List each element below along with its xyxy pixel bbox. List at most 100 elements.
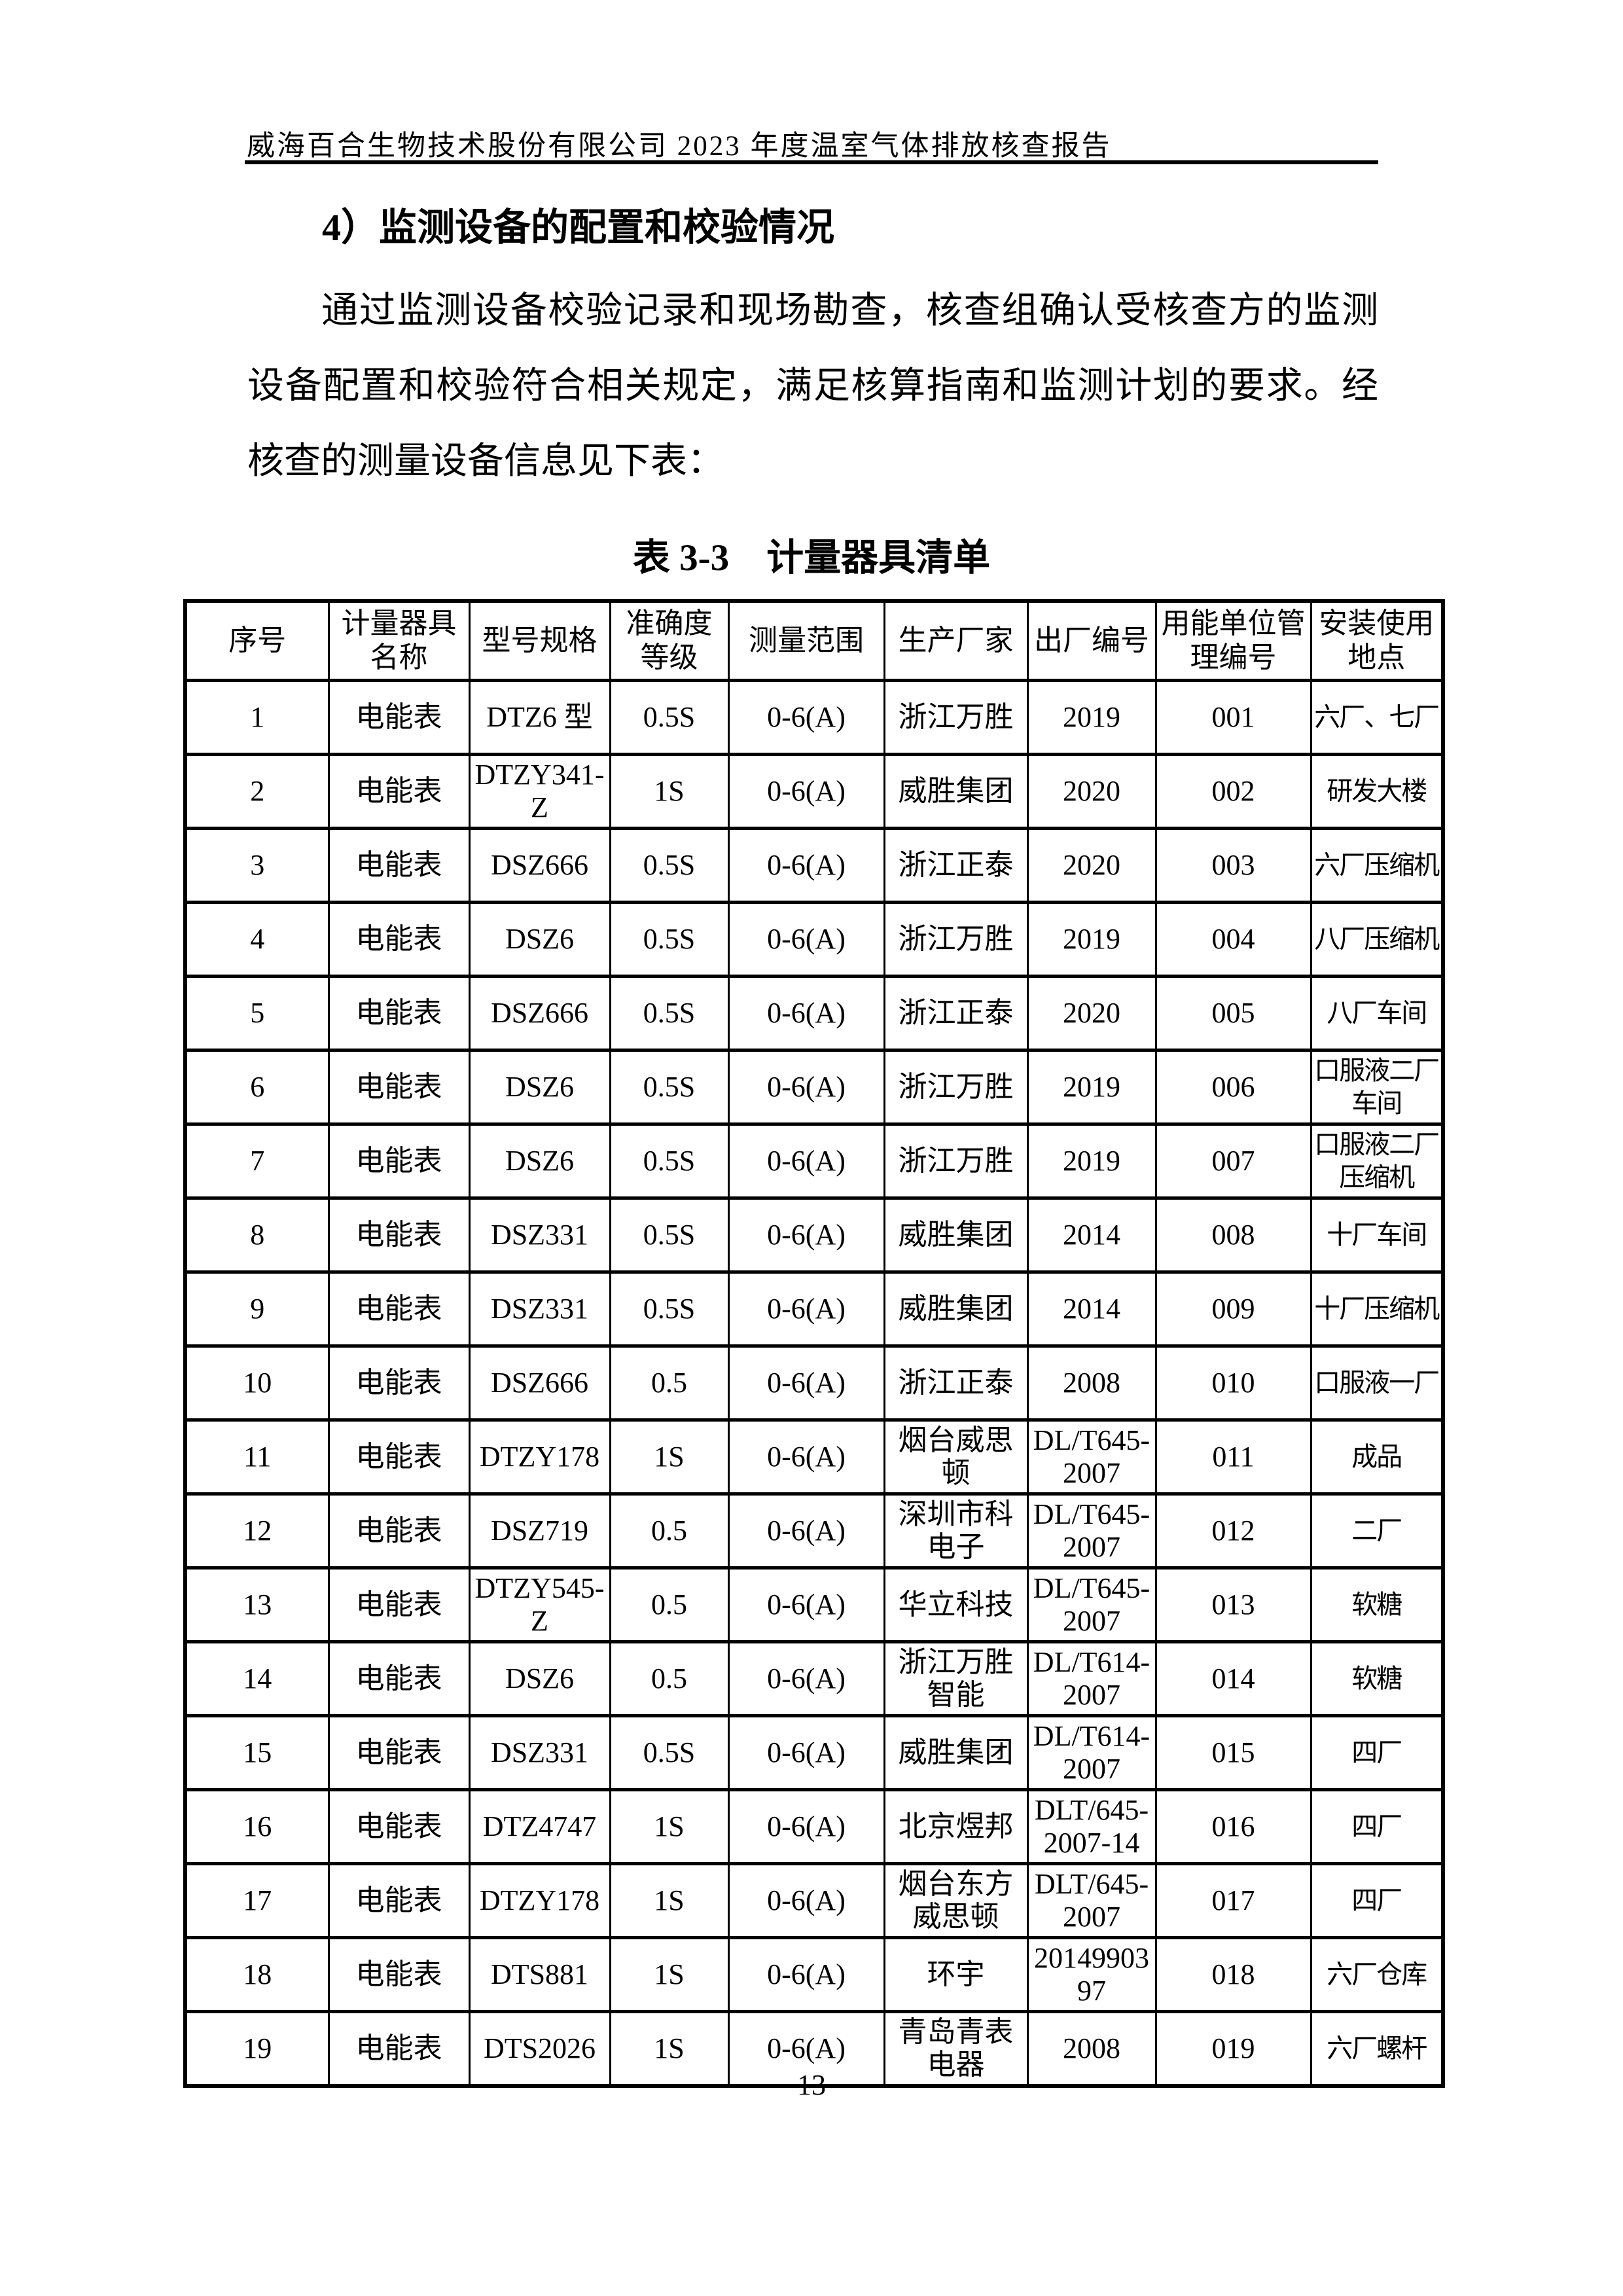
table-cell: 电能表: [327, 1640, 471, 1717]
table-cell: 005: [1154, 975, 1312, 1052]
table-cell: 青岛青表电器: [883, 2010, 1029, 2088]
column-header-factory-no: 出厂编号: [1026, 599, 1157, 682]
table-cell: 二厂: [1310, 1492, 1444, 1570]
table-cell: 电能表: [327, 975, 471, 1052]
table-cell: 威胜集团: [883, 753, 1029, 830]
table-cell: 1S: [609, 2010, 730, 2088]
table-cell: 电能表: [327, 901, 471, 978]
meter-table: 序号 计量器具名称 型号规格 准确度等级 测量范围 生产厂家 出厂编号 用能单位…: [183, 599, 1445, 2088]
table-cell: 八厂压缩机: [1310, 901, 1444, 978]
table-cell: 003: [1154, 827, 1312, 904]
table-cell: DTZY545-Z: [468, 1566, 611, 1643]
table-cell: 十厂车间: [1310, 1196, 1444, 1274]
table-cell: 环宇: [883, 1936, 1029, 2013]
table-cell: 六厂压缩机: [1310, 827, 1444, 904]
page-number: 13: [797, 2069, 826, 2101]
column-header-accuracy: 准确度等级: [609, 599, 730, 682]
table-row: 5 电能表 DSZ666 0.5S 0-6(A) 浙江正泰 2020 005 八厂车间: [184, 975, 1444, 1052]
table-cell: 电能表: [327, 1936, 471, 2013]
table-cell: 烟台威思顿: [883, 1418, 1029, 1496]
table-cell: 浙江万胜智能: [883, 1640, 1029, 1717]
table-cell: 电能表: [327, 1196, 471, 1274]
table-cell: 002: [1154, 753, 1312, 830]
table-cell: 7: [184, 1122, 330, 1200]
header-rule: [245, 160, 1378, 164]
table-row: 4 电能表 DSZ6 0.5S 0-6(A) 浙江万胜 2019 004 八厂压缩机: [184, 901, 1444, 978]
table-cell: 电能表: [327, 1862, 471, 1939]
section-heading: 4）监测设备的配置和校验情况: [322, 206, 835, 249]
table-cell: 电能表: [327, 679, 471, 756]
table-cell: 浙江万胜: [883, 901, 1029, 978]
table-body: 1 电能表 DTZ6 型 0.5S 0-6(A) 浙江万胜 2019 001 六厂、七厂 2 电能表…: [184, 679, 1444, 2088]
column-header-mgmt-no: 用能单位管理编号: [1154, 599, 1312, 682]
table-cell: DTZ6 型: [468, 679, 611, 756]
body-paragraph: 通过监测设备校验记录和现场勘查，核查组确认受核查方的监测设备配置和校验符合相关规…: [247, 291, 1378, 482]
table-cell: 威胜集团: [883, 1196, 1029, 1274]
column-header-model: 型号规格: [468, 599, 611, 682]
table-cell: 2014: [1026, 1270, 1157, 1348]
table-cell: DSZ666: [468, 975, 611, 1052]
table-cell: 15: [184, 1714, 330, 1791]
table-row: 1 电能表 DTZ6 型 0.5S 0-6(A) 浙江万胜 2019 001 六厂、七厂: [184, 679, 1444, 756]
table-cell: DL/T645-2007: [1026, 1566, 1157, 1643]
table-cell: DLT/645-2007: [1026, 1862, 1157, 1939]
table-cell: 0.5S: [609, 1714, 730, 1791]
table-cell: 电能表: [327, 1049, 471, 1126]
table-cell: 8: [184, 1196, 330, 1274]
table-cell: 010: [1154, 1344, 1312, 1422]
table-cell: 六厂螺杆: [1310, 2010, 1444, 2088]
table-cell: 016: [1154, 1788, 1312, 1865]
table-cell: 电能表: [327, 1344, 471, 1422]
table-cell: 0-6(A): [727, 753, 885, 830]
table-cell: 0-6(A): [727, 1862, 885, 1939]
table-cell: 浙江万胜: [883, 679, 1029, 756]
table-cell: 014: [1154, 1640, 1312, 1717]
table-cell: 16: [184, 1788, 330, 1865]
table-cell: DSZ6: [468, 1049, 611, 1126]
table-cell: 019: [1154, 2010, 1312, 2088]
table-cell: 浙江万胜: [883, 1049, 1029, 1126]
table-row: 18 电能表 DTS881 1S 0-6(A) 环宇 2014990397 018 六厂仓库: [184, 1936, 1444, 2013]
table-cell: DSZ719: [468, 1492, 611, 1570]
table-cell: 0-6(A): [727, 1049, 885, 1126]
table-cell: 2019: [1026, 1049, 1157, 1126]
table-cell: DSZ666: [468, 1344, 611, 1422]
table-row: 17 电能表 DTZY178 1S 0-6(A) 烟台东方威思顿 DLT/645-2007 0…: [184, 1862, 1444, 1939]
table-cell: 2019: [1026, 679, 1157, 756]
table-row: 3 电能表 DSZ666 0.5S 0-6(A) 浙江正泰 2020 003 六厂压缩机: [184, 827, 1444, 904]
table-cell: 0-6(A): [727, 1640, 885, 1717]
table-cell: 2020: [1026, 975, 1157, 1052]
table-cell: 0-6(A): [727, 1418, 885, 1496]
column-header-range: 测量范围: [727, 599, 885, 682]
column-header-device-name: 计量器具名称: [327, 599, 471, 682]
table-row: 7 电能表 DSZ6 0.5S 0-6(A) 浙江万胜 2019 007 口服液二厂压缩机: [184, 1122, 1444, 1200]
table-cell: DSZ6: [468, 901, 611, 978]
table-cell: 0.5S: [609, 1196, 730, 1274]
table-cell: DL/T645-2007: [1026, 1492, 1157, 1570]
table-cell: 电能表: [327, 1492, 471, 1570]
table-cell: 软糖: [1310, 1566, 1444, 1643]
table-cell: DSZ6: [468, 1122, 611, 1200]
table-cell: DSZ666: [468, 827, 611, 904]
table-cell: 11: [184, 1418, 330, 1496]
table-cell: 0-6(A): [727, 975, 885, 1052]
table-cell: 006: [1154, 1049, 1312, 1126]
table-cell: 10: [184, 1344, 330, 1422]
table-cell: 013: [1154, 1566, 1312, 1643]
table-cell: 电能表: [327, 1418, 471, 1496]
column-header-manufacturer: 生产厂家: [883, 599, 1029, 682]
table-cell: 2014990397: [1026, 1936, 1157, 2013]
table-cell: 2014: [1026, 1196, 1157, 1274]
table-row: 11 电能表 DTZY178 1S 0-6(A) 烟台威思顿 DL/T645-2007 011…: [184, 1418, 1444, 1496]
table-cell: 2019: [1026, 901, 1157, 978]
table-cell: 008: [1154, 1196, 1312, 1274]
table-cell: 017: [1154, 1862, 1312, 1939]
table-cell: DSZ6: [468, 1640, 611, 1717]
table-cell: 电能表: [327, 2010, 471, 2088]
running-header: 威海百合生物技术股份有限公司 2023 年度温室气体排放核查报告: [247, 131, 1112, 162]
table-cell: DTZY178: [468, 1418, 611, 1496]
table-cell: 电能表: [327, 1566, 471, 1643]
table-cell: 19: [184, 2010, 330, 2088]
table-cell: 2020: [1026, 753, 1157, 830]
table-cell: 六厂仓库: [1310, 1936, 1444, 2013]
